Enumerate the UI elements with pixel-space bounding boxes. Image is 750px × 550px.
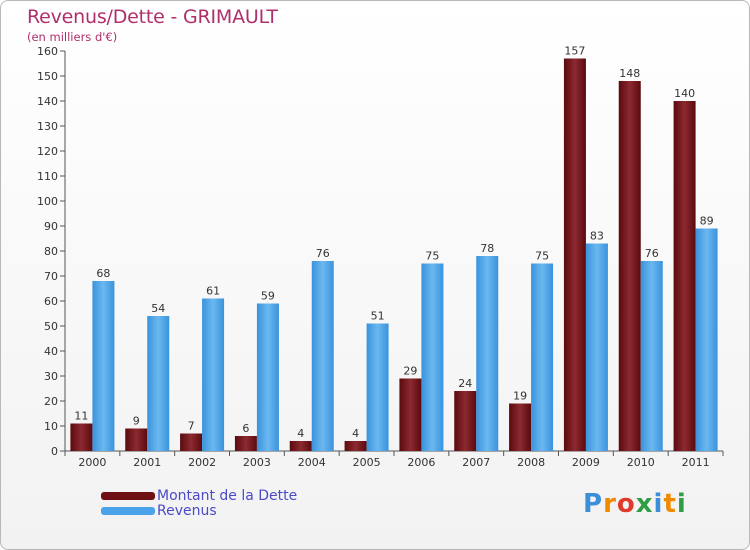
data-label-revenus: 54 [151,302,165,315]
y-tick-label: 50 [44,320,58,333]
data-label-debt: 4 [297,427,304,440]
x-tick-label: 2005 [353,456,381,469]
data-label-revenus: 89 [700,215,714,228]
legend-item-debt: Montant de la Dette [101,487,298,504]
bar-revenus [311,261,334,451]
bar-revenus [640,261,663,451]
x-tick-label: 2008 [517,456,545,469]
x-tick-label: 2007 [462,456,490,469]
bar-debt [563,58,586,451]
x-tick-label: 2000 [78,456,106,469]
y-tick-label: 60 [44,295,58,308]
x-tick-label: 2009 [572,456,600,469]
data-label-revenus: 75 [425,250,439,263]
bars [70,58,718,451]
data-label-debt: 19 [513,390,527,403]
data-label-revenus: 59 [261,290,275,303]
x-tick-label: 2010 [627,456,655,469]
y-tick-label: 10 [44,420,58,433]
data-label-revenus: 78 [480,242,494,255]
bar-debt [509,403,532,451]
bar-revenus [202,298,225,451]
y-tick-label: 110 [37,170,58,183]
proxiti-logo: Proxiti [583,489,687,519]
data-label-debt: 7 [188,420,195,433]
x-tick-label: 2011 [682,456,710,469]
data-label-revenus: 83 [590,230,604,243]
data-label-debt: 11 [74,410,88,423]
bar-debt [344,441,367,451]
y-tick-label: 150 [37,70,58,83]
y-tick-label: 20 [44,395,58,408]
legend: Montant de la Dette Revenus [101,487,298,519]
bar-debt [289,441,312,451]
bar-debt [234,436,257,451]
data-label-revenus: 75 [535,250,549,263]
bar-revenus [476,256,499,451]
x-tick-label: 2003 [243,456,271,469]
y-tick-label: 0 [51,445,58,458]
y-tick-label: 90 [44,220,58,233]
y-tick-label: 160 [37,45,58,58]
data-label-debt: 6 [242,422,249,435]
bar-revenus [147,316,170,451]
bar-debt [399,378,422,451]
bar-revenus [256,303,279,451]
data-label-revenus: 76 [316,247,330,260]
data-label-debt: 4 [352,427,359,440]
data-label-debt: 157 [564,45,585,58]
data-label-debt: 140 [674,87,695,100]
x-tick-label: 2004 [298,456,326,469]
data-labels: 11 68 9 54 7 61 6 59 4 76 4 51 29 75 24 78 19 75 157 83 148 7… [74,45,713,441]
legend-label-debt: Montant de la Dette [157,487,298,504]
data-label-debt: 148 [619,67,640,80]
data-label-revenus: 51 [371,310,385,323]
bar-debt [454,391,477,451]
chart-subtitle: (en milliers d'€) [27,30,118,44]
y-tick-label: 80 [44,245,58,258]
chart-title: Revenus/Dette - GRIMAULT [27,6,278,28]
y-tick-label: 140 [37,95,58,108]
bar-debt [70,423,93,451]
y-tick-label: 70 [44,270,58,283]
bar-revenus [585,243,608,451]
bar-revenus [531,263,554,451]
bar-revenus [695,228,718,451]
bar-revenus [366,323,389,451]
data-label-debt: 24 [458,377,472,390]
data-label-revenus: 76 [645,247,659,260]
data-label-debt: 29 [403,365,417,378]
y-tick-label: 120 [37,145,58,158]
x-tick-label: 2001 [133,456,161,469]
bar-debt [618,81,641,451]
data-label-debt: 9 [133,415,140,428]
x-tick-label: 2002 [188,456,216,469]
axes: 0 10 20 30 40 50 60 70 80 90 100 110 120 130 140 150 160… [37,45,724,469]
x-tick-label: 2006 [407,456,435,469]
data-label-revenus: 68 [96,267,110,280]
y-tick-label: 40 [44,345,58,358]
data-label-revenus: 61 [206,285,220,298]
bar-revenus [92,281,115,451]
legend-label-revenus: Revenus [157,502,217,519]
y-tick-label: 130 [37,120,58,133]
y-tick-label: 100 [37,195,58,208]
bar-debt [125,428,148,451]
bar-debt [180,433,203,451]
legend-swatch-debt [101,491,155,500]
bar-debt [673,101,696,451]
y-tick-label: 30 [44,370,58,383]
bar-revenus [421,263,444,451]
legend-swatch-revenus [101,506,155,515]
legend-item-revenus: Revenus [101,502,297,519]
